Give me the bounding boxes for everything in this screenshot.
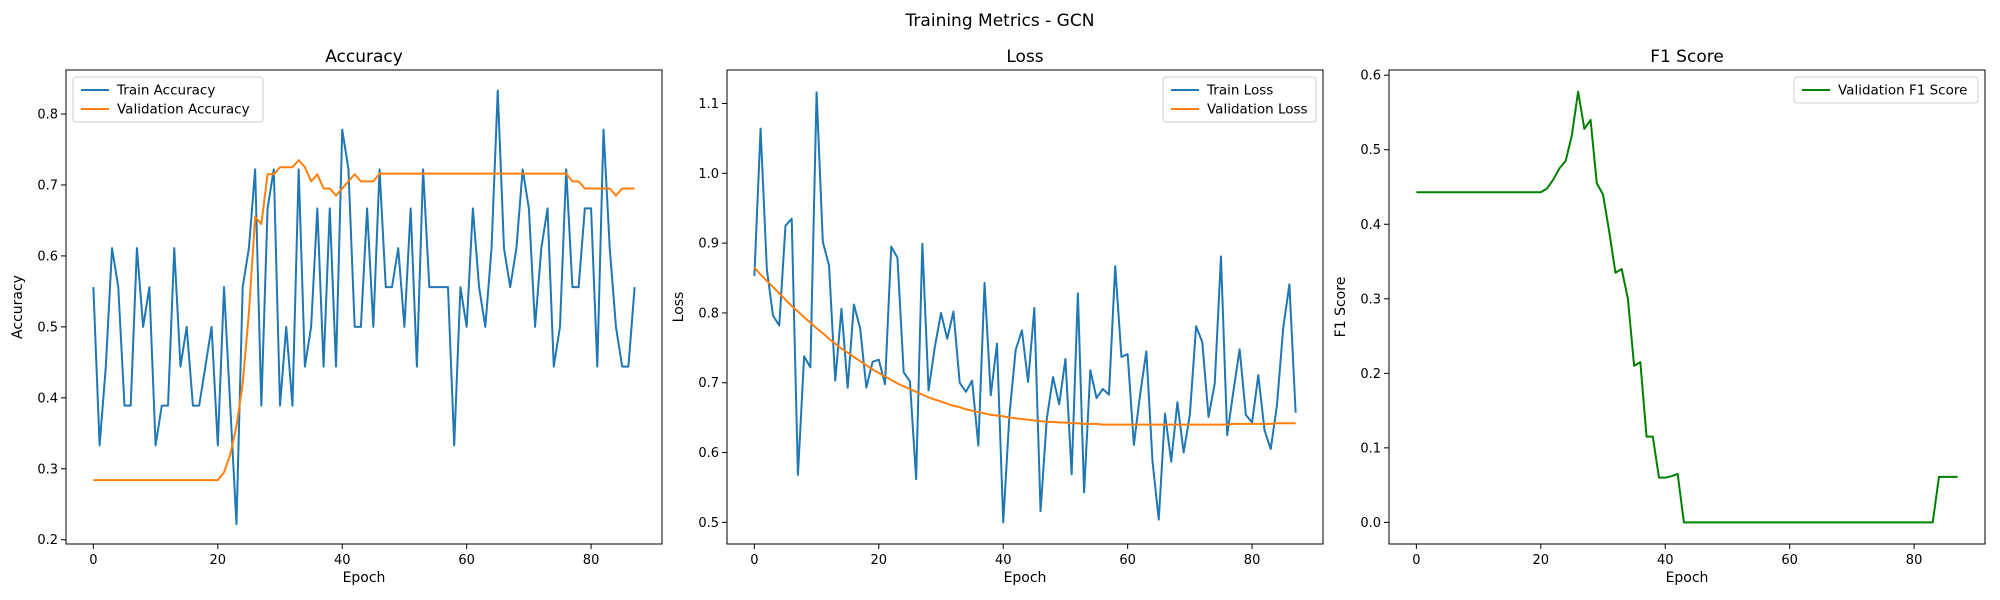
f1-score-ytick-label: 0.3 xyxy=(1360,292,1381,307)
loss-xtick-label: 0 xyxy=(750,553,758,568)
loss-xtick-label: 20 xyxy=(871,553,888,568)
loss-panel: Loss 0 20 40 60 80 0.5 0.6 0.7 0.8 0.9 1.0 1.1 Epoch L… xyxy=(671,47,1324,586)
f1-score-ytick-label: 0.0 xyxy=(1360,516,1381,531)
f1-score-axes-frame xyxy=(1388,69,1986,545)
accuracy-legend-box xyxy=(72,76,264,123)
f1-score-xtick-label: 60 xyxy=(1781,553,1798,568)
f1-score-xtick-label: 40 xyxy=(1657,553,1674,568)
f1-score-legend: Validation F1 Score xyxy=(1793,76,1979,104)
f1-score-ytick-label: 0.4 xyxy=(1360,218,1381,233)
accuracy-ytick-label: 0.8 xyxy=(37,107,58,122)
loss-ytick-label: 0.5 xyxy=(698,516,719,531)
validation-loss-line xyxy=(753,266,1296,426)
accuracy-ytick-label: 0.5 xyxy=(37,320,58,335)
accuracy-legend: Train Accuracy Validation Accuracy xyxy=(72,76,264,123)
loss-axes-frame xyxy=(726,69,1324,545)
f1-score-ytick-label: 0.6 xyxy=(1360,69,1381,84)
accuracy-xtick-label: 60 xyxy=(458,553,475,568)
loss-xlabel: Epoch xyxy=(1004,570,1047,586)
validation-f1-score-line xyxy=(1416,90,1958,524)
f1-score-ytick-label: 0.2 xyxy=(1360,367,1381,382)
f1-score-panel: F1 Score 0 20 40 60 80 0.0 0.1 0.2 0.3 0.4 0.5 0.6 Ep… xyxy=(1333,47,1986,586)
f1-score-xtick-label: 20 xyxy=(1533,553,1550,568)
f1-score-xtick-label: 80 xyxy=(1906,553,1923,568)
loss-legend-box xyxy=(1162,76,1317,123)
loss-title: Loss xyxy=(1006,47,1043,67)
f1-score-ytick-label: 0.1 xyxy=(1360,441,1381,456)
loss-xtick-label: 60 xyxy=(1119,553,1136,568)
loss-ytick-label: 1.0 xyxy=(698,167,719,182)
accuracy-ytick-label: 0.2 xyxy=(37,533,58,548)
train-accuracy-line xyxy=(92,89,636,526)
f1-score-ytick-label: 0.5 xyxy=(1360,143,1381,158)
figure-suptitle: Training Metrics - GCN xyxy=(905,11,1095,31)
accuracy-xtick-label: 0 xyxy=(89,553,97,568)
validation-accuracy-legend-label: Validation Accuracy xyxy=(117,102,250,118)
loss-xtick-label: 80 xyxy=(1244,553,1261,568)
loss-ytick-label: 1.1 xyxy=(698,97,719,112)
accuracy-ytick-label: 0.4 xyxy=(37,391,58,406)
validation-loss-legend-label: Validation Loss xyxy=(1207,102,1308,118)
accuracy-ytick-label: 0.7 xyxy=(37,178,58,193)
f1-score-xtick-label: 0 xyxy=(1412,553,1420,568)
accuracy-ytick-label: 0.3 xyxy=(37,462,58,477)
accuracy-xlabel: Epoch xyxy=(343,570,386,586)
loss-xtick-label: 40 xyxy=(995,553,1012,568)
accuracy-xtick-label: 40 xyxy=(334,553,351,568)
loss-ylabel: Loss xyxy=(671,292,687,323)
accuracy-xtick-label: 20 xyxy=(210,553,227,568)
f1-score-ylabel: F1 Score xyxy=(1333,277,1349,338)
train-loss-legend-label: Train Loss xyxy=(1206,83,1273,99)
train-accuracy-legend-label: Train Accuracy xyxy=(116,83,215,99)
validation-accuracy-line xyxy=(93,159,635,482)
loss-legend: Train Loss Validation Loss xyxy=(1162,76,1317,123)
loss-ytick-label: 0.8 xyxy=(698,306,719,321)
accuracy-xtick-label: 80 xyxy=(583,553,600,568)
accuracy-ylabel: Accuracy xyxy=(10,275,26,339)
loss-ytick-label: 0.7 xyxy=(698,376,719,391)
loss-ytick-label: 0.9 xyxy=(698,237,719,252)
validation-f1-score-legend-label: Validation F1 Score xyxy=(1838,83,1967,99)
accuracy-title: Accuracy xyxy=(325,47,403,67)
accuracy-ytick-label: 0.6 xyxy=(37,249,58,264)
loss-ytick-label: 0.6 xyxy=(698,446,719,461)
f1-score-legend-box xyxy=(1793,76,1979,104)
f1-score-title: F1 Score xyxy=(1650,47,1724,67)
f1-score-xlabel: Epoch xyxy=(1666,570,1709,586)
accuracy-panel: Accuracy 0 20 40 60 80 0.2 0.3 0.4 0.5 0.6 0.7 0.8 Ep… xyxy=(10,47,663,586)
train-loss-line xyxy=(753,91,1297,524)
accuracy-axes-frame xyxy=(65,69,663,545)
